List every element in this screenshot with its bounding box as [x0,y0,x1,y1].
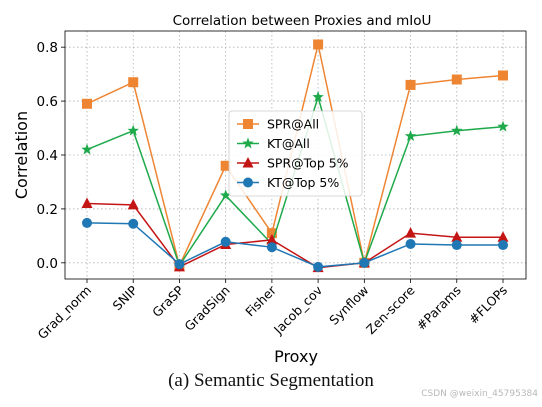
chart-title: Correlation between Proxies and mIoU [173,13,432,29]
legend-marker-0 [243,119,253,129]
data-point-3-1 [128,218,139,229]
y-tick-label-0: 0.0 [37,256,58,272]
legend-label-1: KT@All [267,136,310,151]
data-point-1-9 [497,120,509,132]
x-tick-label-2: GraSP [149,282,187,320]
data-point-0-0 [82,98,92,109]
x-tick-label-6: Synflow [326,283,371,328]
x-axis-label: Proxy [274,347,318,366]
data-point-3-5 [313,261,324,272]
data-point-2-4 [266,233,278,245]
legend-label-2: SPR@Top 5% [267,156,349,171]
x-tick-label-0: Grad_norm [34,283,94,343]
data-point-3-2 [174,259,185,270]
x-tick-label-5: Jacob_cov [270,282,326,338]
data-point-3-8 [451,240,462,251]
data-point-2-1 [127,198,139,210]
data-point-3-9 [498,240,508,251]
series-line-2 [86,202,503,269]
legend-label-0: SPR@All [267,117,319,132]
data-point-3-0 [82,217,92,228]
data-point-0-1 [128,77,139,88]
x-tick-label-9: #FLOPs [466,283,510,327]
watermark: CSDN @weixin_45795384 [421,389,538,399]
x-tick-label-3: GradSign [181,283,232,334]
data-point-3-3 [220,236,231,247]
data-point-3-6 [359,257,370,268]
legend-marker-2 [242,157,254,168]
data-point-3-7 [405,238,416,249]
data-point-1-3 [219,189,232,201]
data-point-2-7 [405,227,417,238]
x-tick-label-7: Zen-score [363,282,418,337]
data-point-2-0 [81,197,93,209]
series-3 [82,217,508,272]
data-point-0-7 [405,79,416,90]
data-point-1-0 [81,143,93,155]
series-line-3 [86,222,503,268]
y-tick-label-1: 0.2 [37,202,58,218]
x-tick-label-1: SNIP [110,282,141,313]
data-point-0-4 [266,228,277,239]
data-point-0-8 [451,74,462,85]
legend-box [228,110,363,197]
data-point-1-8 [451,124,463,136]
data-point-0-3 [220,160,231,171]
data-point-2-8 [451,231,463,242]
y-tick-label-2: 0.4 [37,148,58,164]
legend: SPR@All KT@All SPR@Top 5% KT@Top 5% [228,110,363,197]
y-axis-ticks: 0.0 0.2 0.4 0.6 0.8 [37,40,65,272]
figure-caption: (a) Semantic Segmentation [168,370,374,391]
x-tick-label-8: #Params [413,283,464,334]
data-point-3-4 [266,242,277,253]
legend-label-3: KT@Top 5% [267,175,339,190]
legend-marker-1 [242,137,254,149]
y-tick-label-3: 0.6 [37,94,58,110]
x-tick-label-4: Fisher [242,282,279,319]
data-point-1-7 [404,130,417,141]
data-point-0-9 [498,70,508,81]
correlation-chart: 0.0 0.2 0.4 0.6 0.8 Grad_norm SNIP GraSPGradSi… [12,13,527,366]
data-point-1-5 [312,91,324,102]
data-point-0-5 [313,39,324,50]
y-tick-label-4: 0.8 [37,40,58,56]
data-point-1-1 [127,124,139,136]
y-axis-label: Correlation [12,111,31,199]
legend-marker-3 [243,177,253,188]
data-point-2-9 [497,231,509,242]
